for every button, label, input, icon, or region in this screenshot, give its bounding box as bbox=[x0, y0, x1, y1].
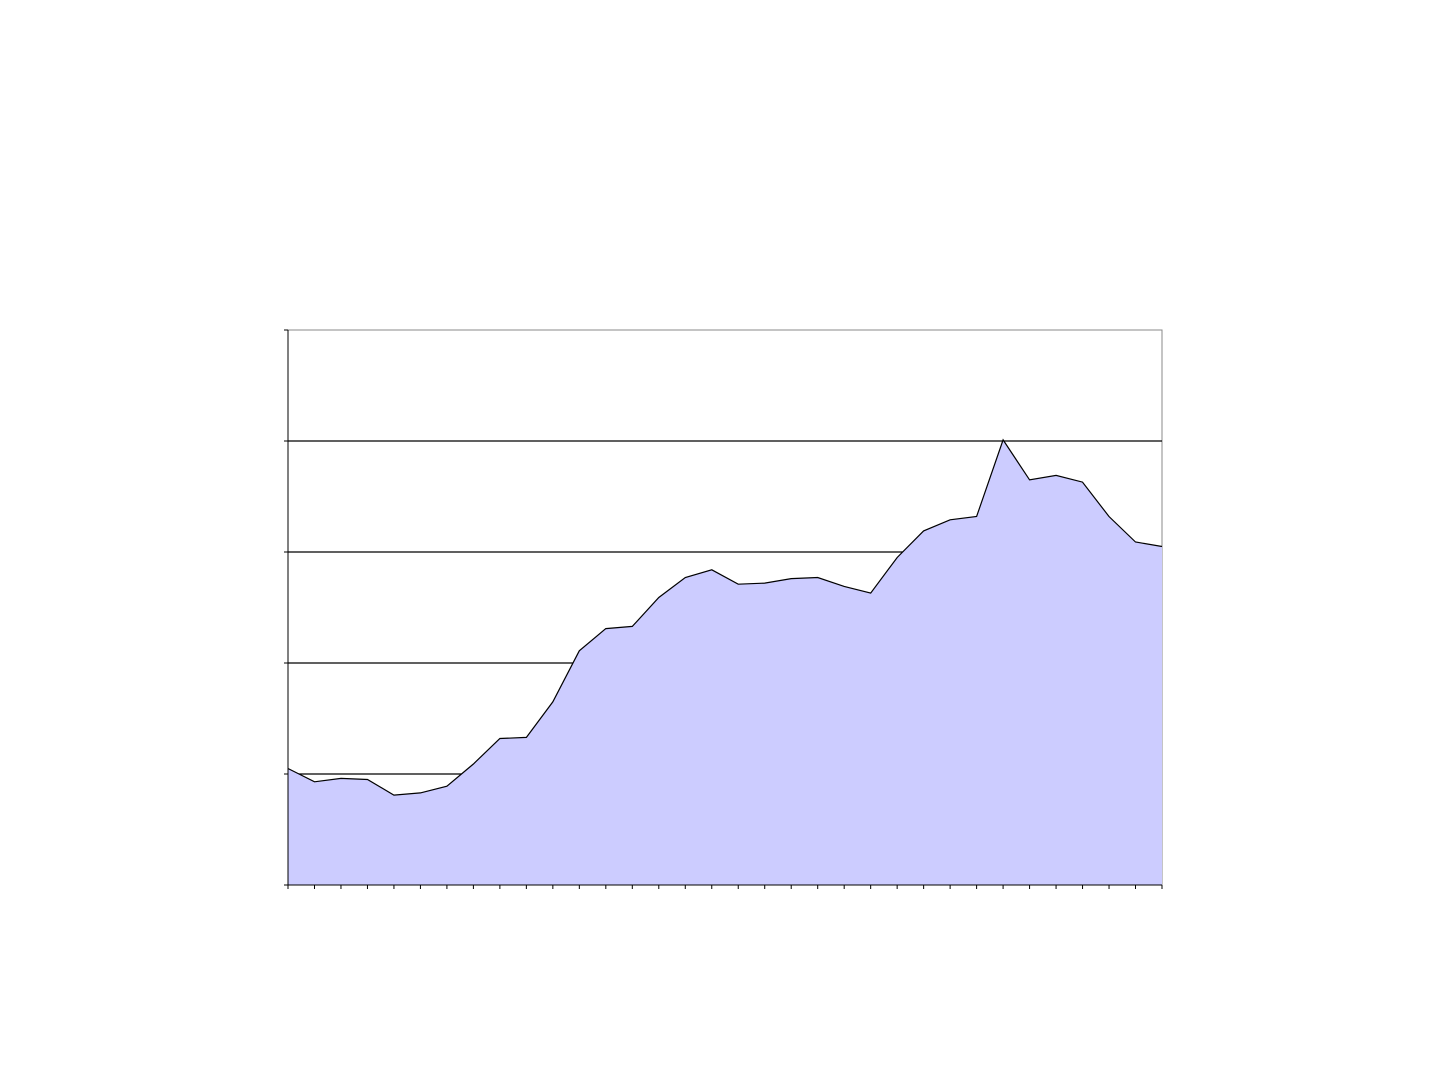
area-fill bbox=[288, 439, 1162, 885]
series-line bbox=[287, 438, 1163, 796]
